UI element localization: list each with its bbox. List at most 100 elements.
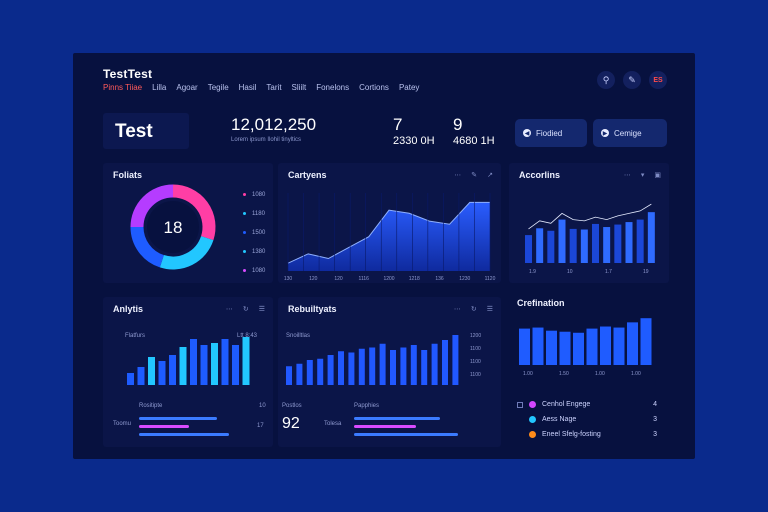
more-icon[interactable]: ⋯	[623, 172, 631, 179]
donut-panel: Foliats 18 1080 1180 1500 1380 1080	[103, 163, 273, 283]
chart-bar	[431, 343, 438, 385]
stat-a-value: 2330 0H	[393, 135, 435, 147]
more-icon[interactable]: ⋯	[454, 172, 462, 179]
chart-bar	[573, 332, 584, 365]
chart-bar	[519, 328, 530, 365]
legend-item: 1080	[243, 261, 265, 280]
progress-bar	[354, 425, 416, 428]
donut-legend: 1080 1180 1500 1380 1080	[243, 185, 265, 280]
secondary-button[interactable]: ▶ Cemige	[593, 119, 667, 147]
axis-tick-label: 1218	[409, 276, 420, 282]
expand-icon[interactable]: ↗	[487, 172, 493, 179]
analytics-caption: Rositipte	[139, 403, 163, 409]
nav-item[interactable]: Lilla	[152, 83, 167, 92]
area-fill	[288, 202, 490, 271]
chart-bar	[169, 355, 176, 385]
more-icon[interactable]: ⋯	[225, 306, 233, 313]
chart-bar	[546, 330, 557, 365]
primary-button[interactable]: ◀ Fiodied	[515, 119, 587, 147]
chart-bar	[327, 355, 334, 385]
rebuild-big-value: 92	[282, 415, 300, 432]
legend-item: 1500	[243, 223, 265, 242]
axis-tick-label: 1200	[470, 333, 481, 339]
legend-item: 1180	[243, 204, 265, 223]
axis-tick-label: 1.00	[631, 371, 641, 377]
nav-item[interactable]: Pinns Tiiae	[103, 83, 143, 92]
nav-item[interactable]: Agoar	[176, 83, 198, 92]
chart-bar	[525, 235, 532, 263]
nav-item[interactable]: Hasil	[238, 83, 257, 92]
donut-slice	[130, 184, 174, 228]
progress-bar	[139, 417, 217, 420]
chart-bar	[600, 326, 611, 365]
rebuild-caption-b: Papphies	[354, 403, 380, 409]
refresh-icon[interactable]: ↻	[470, 306, 477, 313]
confirmation-chart: 1.00 1.50 1.00 1.00	[519, 318, 652, 377]
refresh-icon[interactable]: ↻	[242, 306, 249, 313]
list-item-label: Aess Nage	[542, 416, 577, 423]
menu-icon[interactable]: ☰	[486, 306, 493, 313]
list-item[interactable]: Eneel Sfelg-fosting 3	[517, 431, 657, 438]
chart-bar	[369, 347, 376, 385]
axis-tick-label: 1230	[459, 276, 470, 282]
stat-a-top: 7	[393, 115, 403, 134]
analytics-title: Anlytis	[113, 304, 144, 314]
chart-bar	[200, 345, 208, 385]
legend-label: 1380	[252, 248, 266, 255]
nav-item[interactable]: Patey	[398, 83, 420, 92]
list-item[interactable]: Aess Nage 3	[517, 416, 657, 423]
app-title: TestTest	[103, 67, 153, 81]
pen-icon[interactable]: ✎	[623, 71, 641, 89]
axis-tick-label: 136	[435, 276, 444, 282]
chart-bar	[306, 360, 313, 385]
legend-marker	[243, 193, 246, 196]
main-stat-sub: Lorem ipsum Ilohil tinyltics	[231, 137, 302, 143]
chart-bar	[242, 337, 250, 385]
calendar-icon[interactable]: ▣	[654, 172, 661, 179]
chart-bar	[211, 343, 218, 385]
chart-bar	[558, 219, 566, 263]
axis-tick-label: 120	[309, 276, 318, 282]
chart-bar	[452, 335, 459, 385]
legend-label: 1180	[252, 210, 265, 217]
more-icon[interactable]: ⋯	[453, 306, 461, 313]
list-item[interactable]: Cenhol Engege 4	[517, 401, 657, 408]
donut-slice	[130, 226, 165, 268]
chart-bar	[390, 350, 396, 385]
chart-bar	[379, 343, 386, 385]
chart-bar	[158, 361, 166, 385]
main-stat-value: 12,012,250	[231, 115, 317, 134]
dashboard-window: TestTest Pinns Tiiae Lilla Agoar Tegile Hasi…	[73, 53, 695, 459]
rebuild-caption-a: Postlos	[282, 403, 302, 409]
arrow-right-icon: ▶	[601, 129, 609, 137]
nav-item[interactable]: Sliilt	[291, 83, 307, 92]
accounts-panel: Accorlins ⋯ ▾ ▣ 1.9 10 1.7 19	[509, 163, 669, 283]
legend-marker	[243, 250, 246, 253]
stat-b-top: 9	[453, 115, 463, 134]
axis-tick-label: 1.00	[523, 371, 533, 377]
axis-tick-label: 19	[643, 269, 649, 275]
chart-bar	[137, 367, 145, 385]
analytics-chart	[127, 337, 250, 385]
analytics-label-b: Ltt 8:43	[237, 333, 258, 339]
axis-tick-label: 1120	[485, 276, 496, 282]
nav-item[interactable]: Tegile	[207, 83, 229, 92]
checkbox[interactable]	[517, 401, 523, 408]
edit-icon[interactable]: ✎	[471, 172, 478, 179]
nav-item[interactable]: Fonelons	[316, 83, 350, 92]
legend-label: 1500	[252, 229, 266, 236]
chevron-down-icon[interactable]: ▾	[640, 172, 645, 179]
chart-bar	[358, 348, 365, 385]
nav-item[interactable]: Tarit	[266, 83, 282, 92]
chart-bar	[232, 345, 239, 385]
nav-item[interactable]: Cortions	[359, 83, 389, 92]
analytics-caption-b: Toomu	[113, 421, 132, 427]
chart-bar	[614, 224, 622, 263]
accounts-chart: 1.9 10 1.7 19	[525, 203, 655, 275]
chart-bar	[421, 350, 428, 385]
search-icon[interactable]: ⚲	[597, 71, 615, 89]
area-chart: 130 120 120 1116 1200 1218 136 1230 1120	[284, 193, 496, 282]
axis-tick-label: 1.00	[595, 371, 605, 377]
flag-icon[interactable]: ES	[649, 71, 667, 89]
menu-icon[interactable]: ☰	[258, 306, 265, 313]
